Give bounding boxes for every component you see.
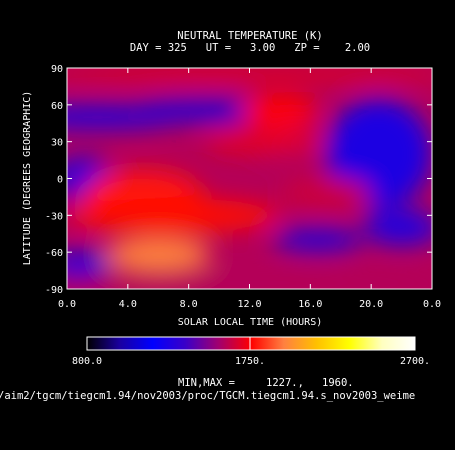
colorbar: 800.0 1750. 2700.: [72, 336, 430, 367]
file-path: /aim2/tgcm/tiegcm1.94/nov2003/proc/TGCM.…: [0, 390, 416, 402]
y-tick-label: -60: [45, 248, 63, 259]
colorbar-min-label: 800.0: [72, 356, 102, 367]
heatmap-plot: 0.0 4.0 8.0 12.0 16.0 20.0 0.0 90 60 30 0 -30 -60 -9…: [22, 64, 441, 328]
chart-subtitle: DAY = 325 UT = 3.00 ZP = 2.00: [129, 42, 371, 54]
x-tick-label: 16.0: [298, 299, 322, 310]
y-tick-label: 30: [51, 138, 63, 149]
y-tick-label: -30: [45, 211, 63, 222]
minmax-label: MIN,MAX =: [178, 377, 235, 389]
colorbar-gradient: [86, 336, 416, 351]
y-tick-label: 60: [51, 101, 63, 112]
max-value: 1960.: [322, 377, 354, 389]
x-tick-label: 0.0: [58, 299, 76, 310]
y-tick-label: 90: [51, 64, 63, 75]
y-tick-label: -90: [45, 285, 63, 296]
heatmap-region-10: [105, 237, 212, 272]
x-tick-label: 4.0: [119, 299, 137, 310]
y-tick-label: 0: [57, 175, 63, 186]
heatmap-region-13: [363, 209, 432, 247]
min-value: 1227.,: [266, 377, 304, 389]
x-tick-label: 0.0: [423, 299, 441, 310]
chart-title: NEUTRAL TEMPERATURE (K): [177, 30, 323, 42]
x-axis-label: SOLAR LOCAL TIME (HOURS): [178, 317, 323, 328]
x-tick-label: 12.0: [237, 299, 261, 310]
colorbar-max-label: 2700.: [400, 356, 430, 367]
x-tick-label: 8.0: [180, 299, 198, 310]
heatmap-region-2: [127, 98, 280, 124]
heatmap-region-4: [241, 93, 318, 129]
heatmap-region-5: [203, 129, 326, 154]
heatmap-region-9: [67, 198, 280, 233]
heatmap-region-12: [272, 227, 364, 253]
y-axis-label: LATITUDE (DEGREES GEOGRAPHIC): [22, 91, 33, 266]
heatmap-region-15: [67, 275, 432, 289]
x-tick-label: 20.0: [359, 299, 383, 310]
heatmap-region-14: [67, 249, 110, 280]
colorbar-mid-label: 1750.: [235, 356, 265, 367]
heatmap-region-11: [279, 178, 372, 208]
heatmap-region-0: [67, 68, 432, 82]
